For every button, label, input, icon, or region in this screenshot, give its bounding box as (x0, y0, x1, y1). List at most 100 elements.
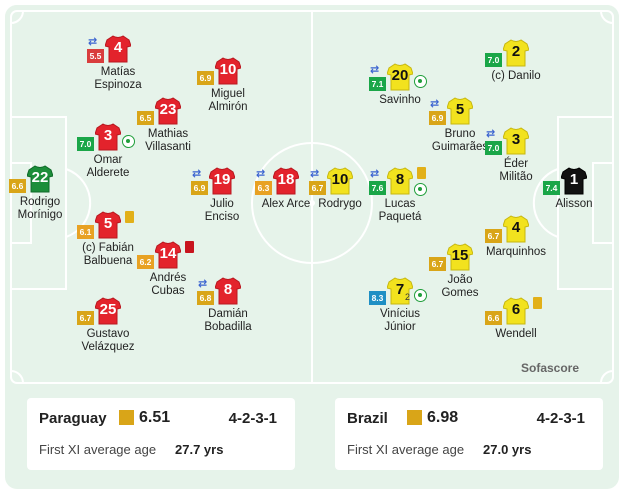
shirt-icon: 8 (387, 167, 413, 195)
player-rating-badge: 6.6 (9, 179, 26, 193)
player-name: Damián Bobadilla (204, 308, 252, 333)
red-card-icon (185, 241, 194, 253)
player-name: Rodrygo (318, 198, 362, 210)
substitution-icon: ⇄ (192, 168, 202, 180)
away-player[interactable]: 3 7.0 ⇄ Éder Militão (461, 127, 571, 187)
shirt-icon: 15 (447, 243, 473, 271)
home-player[interactable]: 14 6.2 Andrés Cubas (113, 241, 223, 301)
shirt-icon: 7 (387, 277, 413, 305)
player-rating-badge: 6.7 (77, 311, 94, 325)
shirt-number: 10 (331, 171, 349, 188)
away-player[interactable]: 7 8.3 2 Vinícius Júnior (345, 277, 455, 337)
shirt-icon: 14 (155, 241, 181, 269)
home-player[interactable]: 25 6.7 Gustavo Velázquez (53, 297, 163, 357)
away-player[interactable]: 2 7.0 (c) Danilo (461, 39, 571, 99)
away-player[interactable]: 8 7.6 ⇄ Lucas Paquetá (345, 167, 455, 227)
shirt-icon: 1 (561, 167, 587, 195)
shirt-icon: 3 (503, 127, 529, 155)
shirt-icon: 5 (95, 211, 121, 239)
shirt-number: 5 (103, 215, 113, 232)
player-name: Rodrigo Morínigo (17, 196, 63, 221)
shirt-number: 14 (159, 245, 177, 262)
substitution-icon: ⇄ (256, 168, 266, 180)
shirt-number: 19 (213, 171, 231, 188)
player-name: Omar Alderete (86, 154, 130, 179)
away-player[interactable]: 6 6.6 Wendell (461, 297, 571, 357)
home-player[interactable]: 22 6.6 Rodrigo Morínigo (0, 165, 95, 225)
shirt-icon: 18 (273, 167, 299, 195)
goal-ball-icon (122, 135, 135, 148)
yellow-card-icon (417, 167, 426, 179)
player-name: Matías Espinoza (94, 66, 142, 91)
player-name: Wendell (495, 328, 537, 340)
shirt-number: 10 (219, 61, 237, 78)
home-team-rating: 6.51 (139, 409, 171, 426)
rating-icon (119, 410, 134, 425)
player-rating-badge: 6.8 (197, 291, 214, 305)
away-player[interactable]: 10 6.7 ⇄ Rodrygo (285, 167, 395, 227)
yellow-card-icon (125, 211, 134, 223)
shirt-icon: 8 (215, 277, 241, 305)
home-team-name: Paraguay (39, 410, 107, 427)
player-name: Lucas Paquetá (378, 198, 422, 223)
away-player[interactable]: 1 7.4 Alisson (519, 167, 624, 227)
player-name: Savinho (379, 94, 421, 106)
home-player[interactable]: 10 6.9 Miguel Almirón (173, 57, 283, 117)
away-player[interactable]: 20 7.1 ⇄ Savinho (345, 63, 455, 123)
rating-icon (407, 410, 422, 425)
shirt-icon: 2 (503, 39, 529, 67)
player-rating-badge: 7.1 (369, 77, 386, 91)
player-rating-badge: 6.9 (197, 71, 214, 85)
shirt-icon: 4 (503, 215, 529, 243)
away-player[interactable]: 4 6.7 Marquinhos (461, 215, 571, 275)
substitution-icon: ⇄ (430, 98, 440, 110)
goal-ball-icon (414, 289, 427, 302)
away-team-rating: 6.98 (427, 409, 459, 426)
home-player[interactable]: 4 5.5 ⇄ Matías Espinoza (63, 35, 173, 95)
player-name: Éder Militão (499, 158, 533, 183)
shirt-icon: 10 (327, 167, 353, 195)
player-name: Mathias Villasanti (145, 128, 191, 153)
shirt-icon: 19 (209, 167, 235, 195)
shirt-icon: 10 (215, 57, 241, 85)
player-rating-badge: 6.5 (137, 111, 154, 125)
player-rating-badge: 6.6 (485, 311, 502, 325)
away-formation: 4-2-3-1 (536, 410, 585, 427)
player-rating-badge: 6.9 (429, 111, 446, 125)
goal-ball-icon (414, 183, 427, 196)
home-player[interactable]: 8 6.8 ⇄ Damián Bobadilla (173, 277, 283, 337)
home-player[interactable]: 5 6.1 (c) Fabián Balbuena (53, 211, 163, 271)
player-name: Julio Enciso (204, 198, 240, 223)
player-rating-badge: 6.7 (485, 229, 502, 243)
home-player[interactable]: 19 6.9 ⇄ Julio Enciso (167, 167, 277, 227)
substitution-icon: ⇄ (486, 128, 496, 140)
player-rating-badge: 5.5 (87, 49, 104, 63)
shirt-number: 3 (511, 131, 521, 148)
home-team-summary: Paraguay 6.51 4-2-3-1 First XI average a… (27, 398, 295, 470)
shirt-number: 3 (103, 127, 113, 144)
shirt-number: 25 (99, 301, 117, 318)
player-rating-badge: 8.3 (369, 291, 386, 305)
away-player[interactable]: 5 6.9 ⇄ Bruno Guimarães (405, 97, 515, 157)
away-player[interactable]: 15 6.7 João Gomes (405, 243, 515, 303)
player-rating-badge: 6.1 (77, 225, 94, 239)
player-rating-badge: 7.6 (369, 181, 386, 195)
player-name: (c) Fabián Balbuena (82, 242, 134, 267)
shirt-number: 18 (277, 171, 295, 188)
player-name: Bruno Guimarães (431, 128, 489, 153)
player-rating-badge: 7.0 (77, 137, 94, 151)
home-player[interactable]: 18 6.3 ⇄ Alex Arce (231, 167, 341, 227)
goal-count: 2 (405, 292, 411, 302)
shirt-number: 4 (113, 39, 123, 56)
shirt-number: 8 (223, 281, 233, 298)
substitution-icon: ⇄ (370, 168, 380, 180)
player-name: Andrés Cubas (149, 272, 187, 297)
player-name: Vinícius Júnior (379, 308, 421, 333)
player-name: (c) Danilo (491, 70, 541, 82)
home-player[interactable]: 23 6.5 Mathias Villasanti (113, 97, 223, 157)
home-player[interactable]: 3 7.0 Omar Alderete (53, 123, 163, 183)
player-rating-badge: 6.7 (429, 257, 446, 271)
away-age: 27.0 yrs (483, 442, 532, 457)
shirt-icon: 4 (105, 35, 131, 63)
shirt-number: 2 (511, 43, 521, 60)
